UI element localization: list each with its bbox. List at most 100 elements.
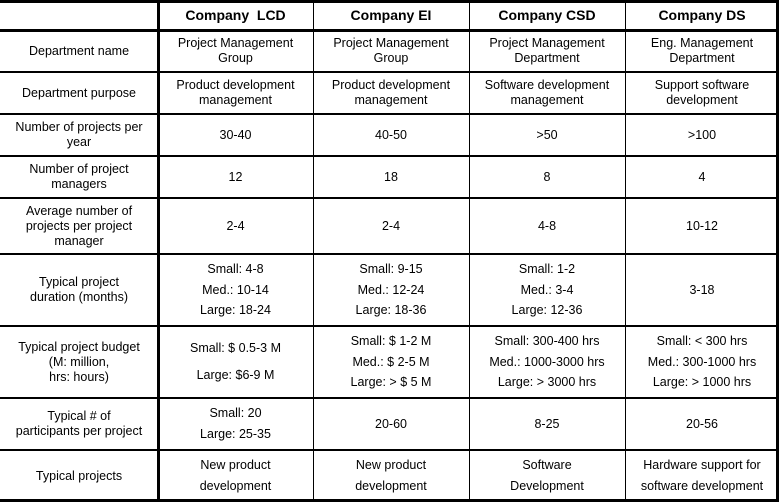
table-cell-line: Project Management	[333, 36, 449, 50]
table-cell-line: Large: 18-36	[355, 303, 427, 318]
table-cell: Eng. Management Department	[625, 30, 779, 72]
table-cell: Small: $ 1-2 M Med.: $ 2-5 M Large: > $ 5 …	[313, 326, 469, 398]
column-header-label: Company DS	[658, 6, 746, 23]
row-divider	[0, 155, 779, 157]
table-cell-line: Project Management	[177, 36, 294, 50]
column-divider	[776, 0, 779, 502]
column-header-label: Company EI	[350, 6, 432, 23]
column-header: Company EI	[313, 0, 469, 30]
table-cell-line: Small: 1-2	[518, 261, 576, 276]
table-cell-line: software development	[640, 479, 764, 493]
row-divider	[0, 397, 779, 399]
row-label-line: Typical # of	[47, 409, 111, 423]
table-cell-line: Med.: 12-24	[357, 282, 425, 297]
table-cell-line: Small: 9-15	[359, 261, 423, 276]
table-cell: New product development	[313, 450, 469, 502]
table-cell-line: Large: 18-24	[200, 303, 271, 318]
row-label-line: managers	[51, 177, 107, 191]
table-cell-line: 40-50	[375, 127, 407, 142]
row-divider	[0, 499, 779, 502]
table-cell: Product development management	[158, 72, 313, 114]
table-cell: 8	[469, 156, 625, 198]
table-cell-line: 8	[543, 169, 551, 184]
row-divider	[0, 449, 779, 451]
table-cell-line: Group	[373, 51, 409, 65]
table-cell-line: 2-4	[381, 218, 401, 233]
table-cell: Project Management Department	[469, 30, 625, 72]
table-cell: Small: 20 Large: 25-35	[158, 398, 313, 450]
column-divider	[313, 0, 314, 502]
row-label-line: projects per project	[25, 218, 133, 233]
table-cell-line: Group	[218, 51, 253, 65]
table-cell-line: 10-12	[686, 218, 718, 233]
column-header: Company LCD	[158, 0, 313, 30]
table-cell-line: New product	[355, 458, 427, 472]
row-label: Typical project budget (M: million, hrs: h…	[0, 326, 158, 398]
table-cell: >100	[625, 114, 779, 156]
table-cell-line: Software development	[484, 78, 610, 92]
table-cell-line: Med.: 10-14	[202, 282, 269, 297]
table-cell-line: 20-60	[375, 416, 407, 431]
table-cell: Small: 1-2 Med.: 3-4 Large: 12-36	[469, 254, 625, 326]
table-cell-line: Software	[522, 458, 572, 472]
column-header: Company DS	[625, 0, 779, 30]
row-label-line: Typical project	[39, 275, 119, 289]
row-label: Typical # of participants per project	[0, 398, 158, 450]
column-header-label: Company LCD	[185, 6, 286, 23]
table-cell-line: management	[199, 93, 272, 107]
table-cell-line: development	[666, 93, 738, 107]
table-cell-line: Small: 300-400 hrs	[494, 333, 600, 348]
table-cell: 40-50	[313, 114, 469, 156]
row-label: Department name	[0, 30, 158, 72]
table-cell: 4-8	[469, 198, 625, 254]
row-label-line: Number of project	[29, 162, 129, 176]
table-cell: Project Management Group	[313, 30, 469, 72]
table-cell-line: Support software	[654, 78, 750, 92]
row-label: Average number of projects per project man…	[0, 198, 158, 254]
column-divider	[469, 0, 470, 502]
table-cell-line: Small: 4-8	[207, 261, 264, 276]
table-cell: 8-25	[469, 398, 625, 450]
row-label-line: Typical project budget	[18, 339, 140, 354]
table-cell-line: Large: $6-9 M	[196, 368, 275, 383]
table-cell: Small: 9-15 Med.: 12-24 Large: 18-36	[313, 254, 469, 326]
table-cell-line: development	[199, 479, 272, 493]
table-cell-line: Development	[510, 479, 584, 493]
table-cell-line: New product	[200, 458, 271, 472]
row-label: Typical projects	[0, 450, 158, 502]
table-cell-line: Department	[669, 51, 735, 65]
table-cell: Product development management	[313, 72, 469, 114]
table-cell: Support software development	[625, 72, 779, 114]
row-label: Number of projects per year	[0, 114, 158, 156]
column-header-label: Company CSD	[498, 6, 596, 23]
table-cell: 2-4	[313, 198, 469, 254]
table-cell: 18	[313, 156, 469, 198]
table-cell: 20-60	[313, 398, 469, 450]
table-cell: 2-4	[158, 198, 313, 254]
table-cell: 3-18	[625, 254, 779, 326]
table-cell-line: Med.: 3-4	[520, 282, 574, 297]
row-label-line: (M: million,	[48, 354, 110, 369]
row-label-line: hrs: hours)	[49, 369, 109, 384]
table-cell-line: Large: > 3000 hrs	[497, 375, 597, 390]
row-label: Number of project managers	[0, 156, 158, 198]
row-label-line: Average number of	[25, 203, 133, 218]
table-cell-line: 30-40	[219, 127, 252, 142]
row-label-line: duration (months)	[30, 290, 128, 304]
table-cell-line: Small: $ 1-2 M	[350, 333, 432, 348]
table-cell-line: 12	[228, 169, 243, 184]
table-cell-line: Med.: $ 2-5 M	[352, 354, 430, 369]
table-cell-line: Small: < 300 hrs	[656, 333, 748, 348]
row-divider	[0, 0, 779, 3]
row-label-line: Typical projects	[35, 468, 123, 483]
table-cell-line: >100	[687, 127, 717, 142]
row-label-line: Department name	[28, 43, 130, 58]
row-divider	[0, 197, 779, 199]
table-cell: Small: < 300 hrs Med.: 300-1000 hrs Large:…	[625, 326, 779, 398]
table-cell-line: Eng. Management	[650, 36, 754, 50]
table-cell-line: management	[510, 93, 584, 107]
table-cell-line: Large: 12-36	[511, 303, 583, 318]
row-label: Department purpose	[0, 72, 158, 114]
table-cell-line: 18	[384, 169, 398, 184]
